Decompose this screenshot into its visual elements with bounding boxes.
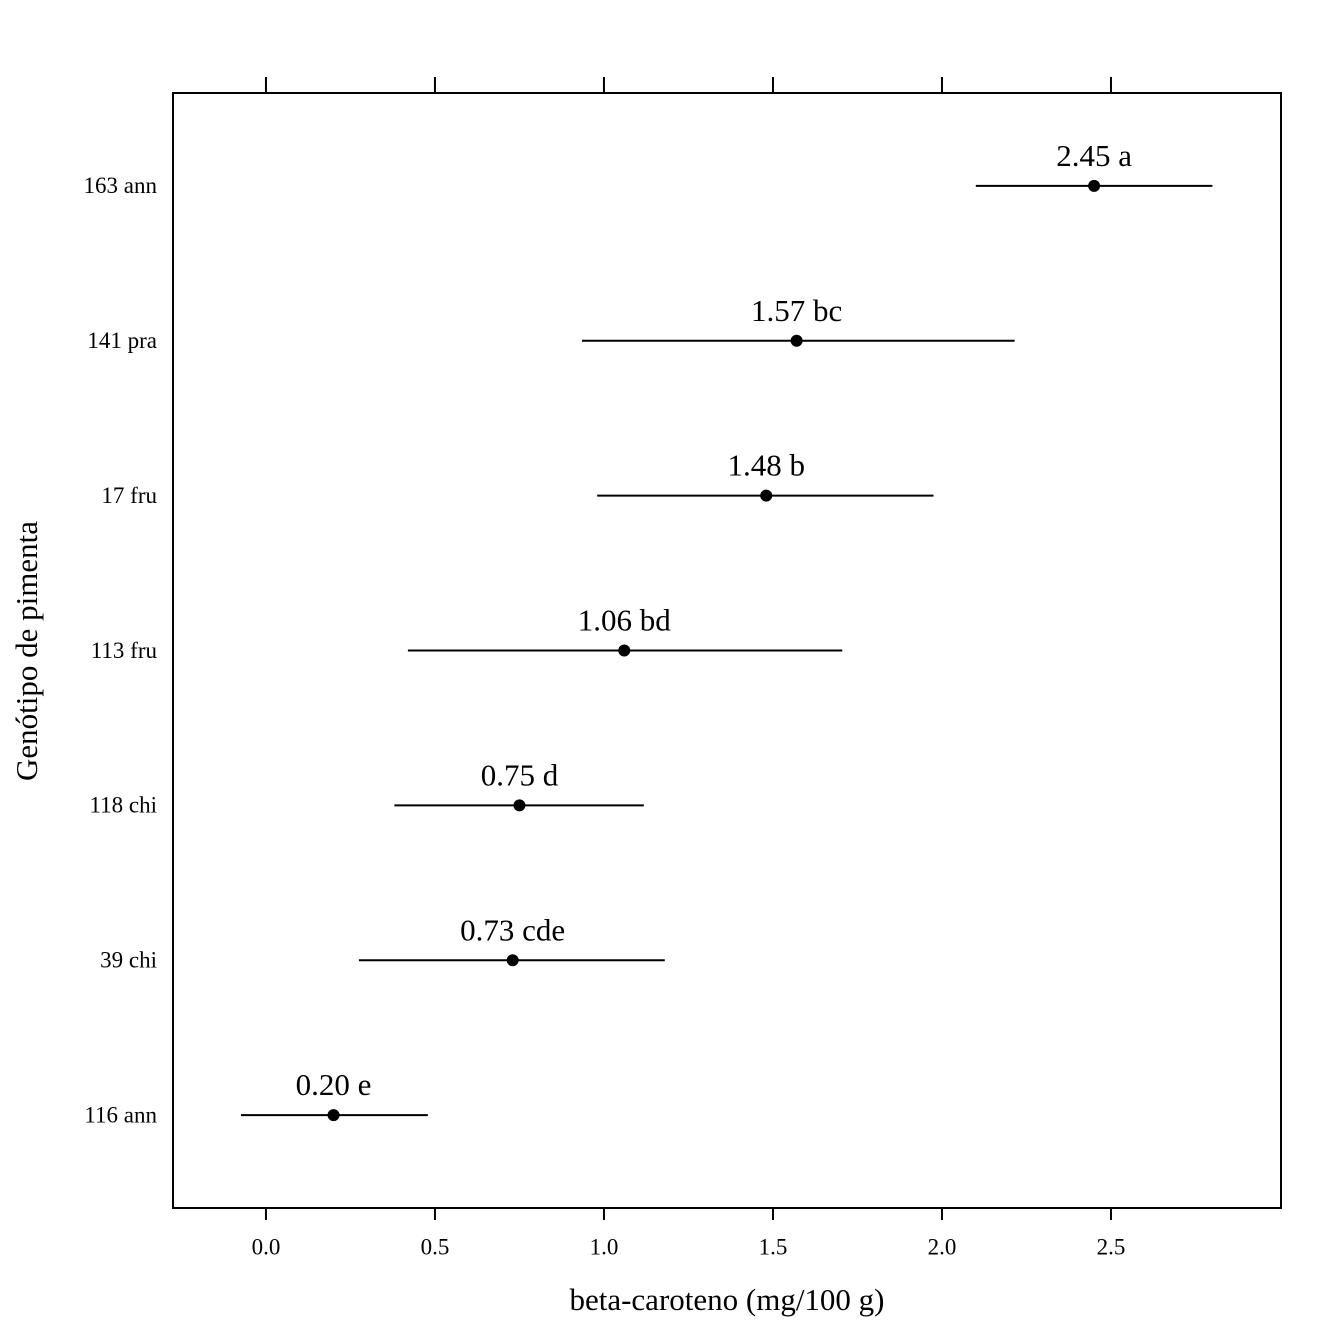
x-tick-label: 2.0 [928,1234,957,1259]
value-label: 1.06 bd [578,603,672,638]
y-tick-label: 118 chi [90,793,158,818]
plot-frame [172,92,1282,1209]
point [790,334,803,347]
y-tick-label: 163 ann [84,173,158,198]
x-tick-label: 1.5 [759,1234,788,1259]
point [618,644,631,657]
y-tick-label: 39 chi [100,948,157,973]
y-tick-label: 113 fru [91,638,158,663]
y-axis-title: Genótipo de pimenta [9,521,44,781]
y-tick-label: 141 pra [87,328,157,353]
value-label: 0.73 cde [460,912,565,947]
value-label: 2.45 a [1056,138,1132,173]
value-label: 1.57 bc [751,293,842,328]
x-tick-label: 1.0 [590,1234,619,1259]
x-axis-title: beta-caroteno (mg/100 g) [569,1282,884,1317]
value-label: 0.75 d [481,757,559,792]
x-tick-label: 0.5 [421,1234,450,1259]
point [513,799,526,812]
x-tick-label: 0.0 [252,1234,281,1259]
point [506,954,519,967]
y-tick-label: 17 fru [101,483,157,508]
point [1088,179,1101,192]
point [760,489,773,502]
point [327,1109,340,1122]
y-tick-label: 116 ann [84,1102,157,1127]
value-label: 1.48 b [727,448,805,483]
x-tick-label: 2.5 [1097,1234,1126,1259]
value-label: 0.20 e [296,1067,372,1102]
